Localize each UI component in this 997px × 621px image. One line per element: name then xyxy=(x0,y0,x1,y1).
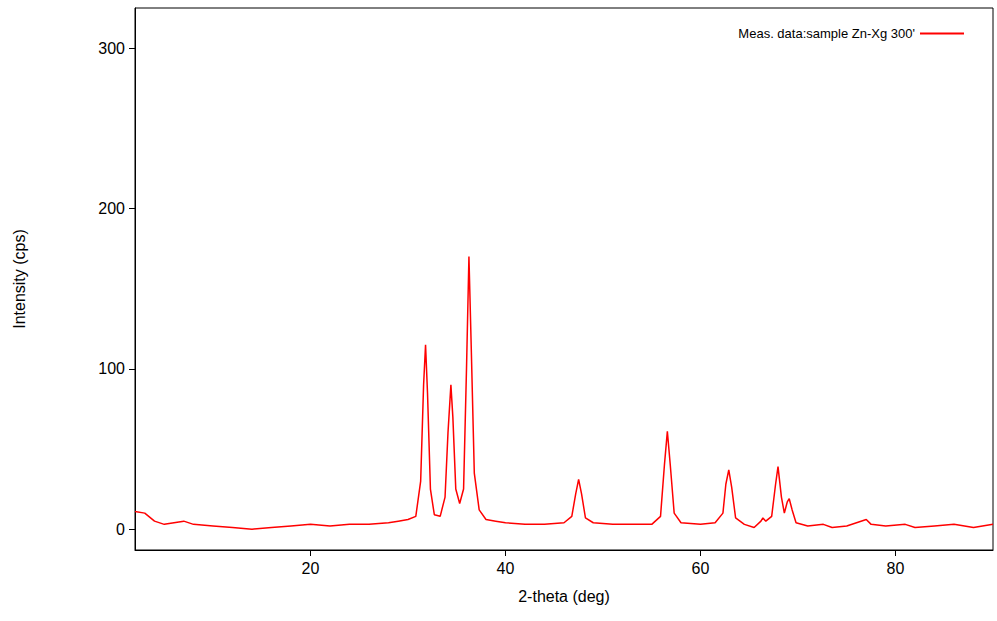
svg-text:100: 100 xyxy=(98,360,125,377)
svg-text:20: 20 xyxy=(302,560,320,577)
svg-text:60: 60 xyxy=(692,560,710,577)
svg-text:2-theta (deg): 2-theta (deg) xyxy=(518,588,610,605)
svg-text:Meas. data:sample Zn-Xg 300': Meas. data:sample Zn-Xg 300' xyxy=(738,26,915,41)
svg-text:80: 80 xyxy=(887,560,905,577)
svg-text:0: 0 xyxy=(116,521,125,538)
svg-text:200: 200 xyxy=(98,200,125,217)
svg-text:300: 300 xyxy=(98,40,125,57)
svg-text:Intensity (cps): Intensity (cps) xyxy=(11,229,28,329)
svg-text:40: 40 xyxy=(497,560,515,577)
